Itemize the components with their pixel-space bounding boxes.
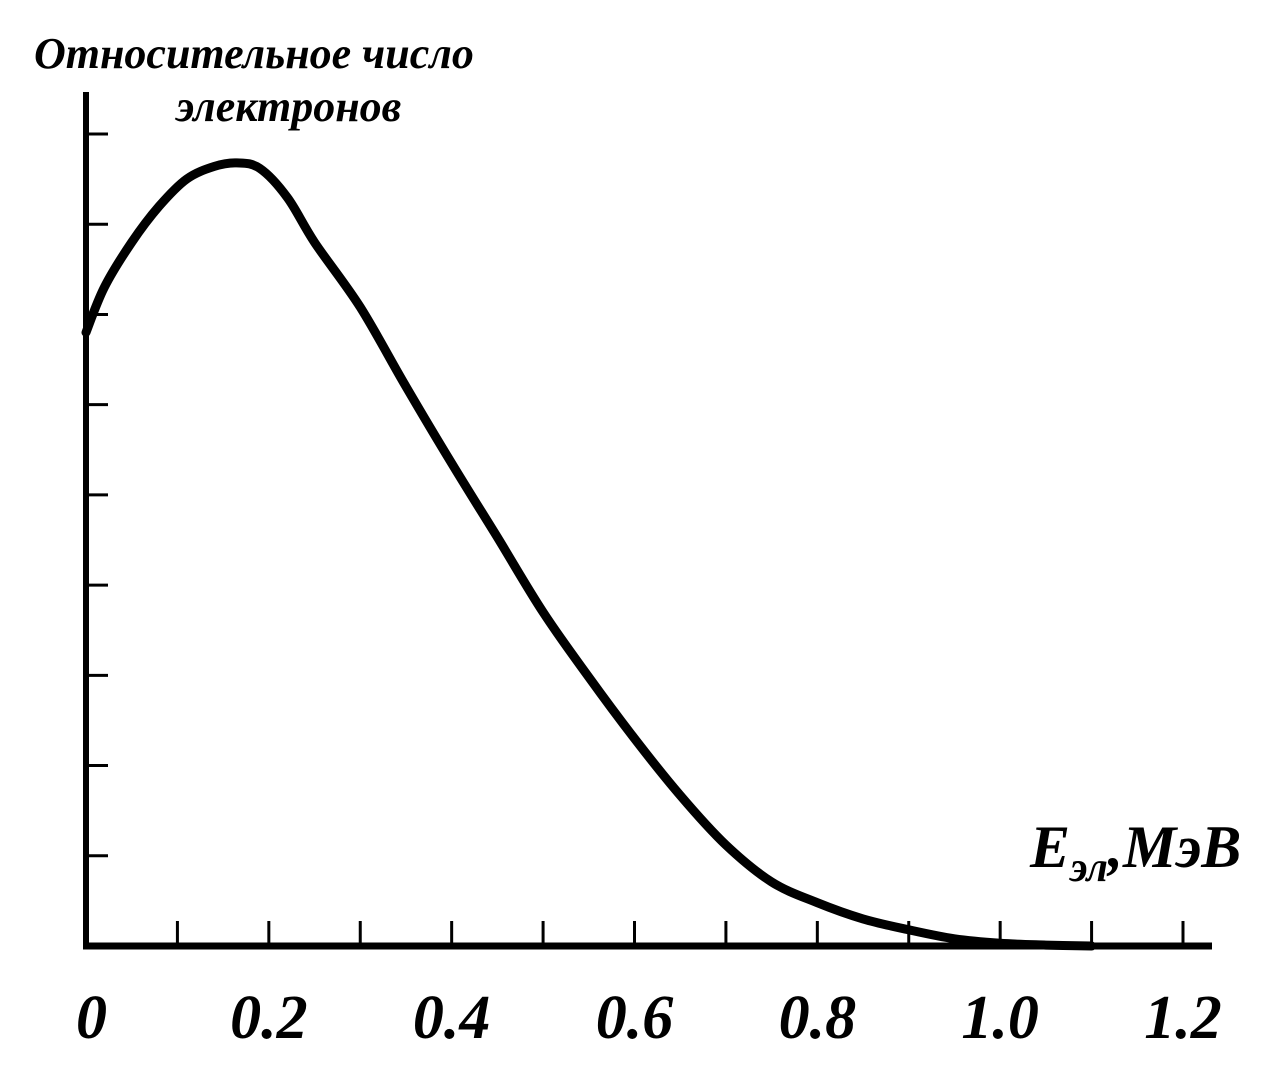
x-axis-label-unit: ,МэВ [1106,814,1241,880]
x-tick-label-2: 0.4 [413,984,491,1052]
y-axis-ticks [86,132,108,858]
y-axis-label-line-2: электронов [174,82,401,131]
x-axis-label-main: E [1029,814,1070,880]
x-tick-label-6: 1.2 [1144,984,1222,1052]
x-tick-label-4: 0.8 [779,984,857,1052]
x-axis-label-subscript: эл [1068,845,1108,891]
x-axis-tick-labels: 0 0.2 0.4 0.6 0.8 1.0 1.2 [76,984,1222,1052]
x-tick-label-0: 0 [76,984,107,1052]
x-tick-label-1: 0.2 [230,984,308,1052]
x-axis-label: Eэл,МэВ [1029,814,1241,891]
x-tick-label-3: 0.6 [596,984,674,1052]
y-axis-label-line-1: Относительное число [34,29,474,78]
series-line-electron-spectrum [81,158,1097,951]
x-tick-label-5: 1.0 [961,984,1039,1052]
